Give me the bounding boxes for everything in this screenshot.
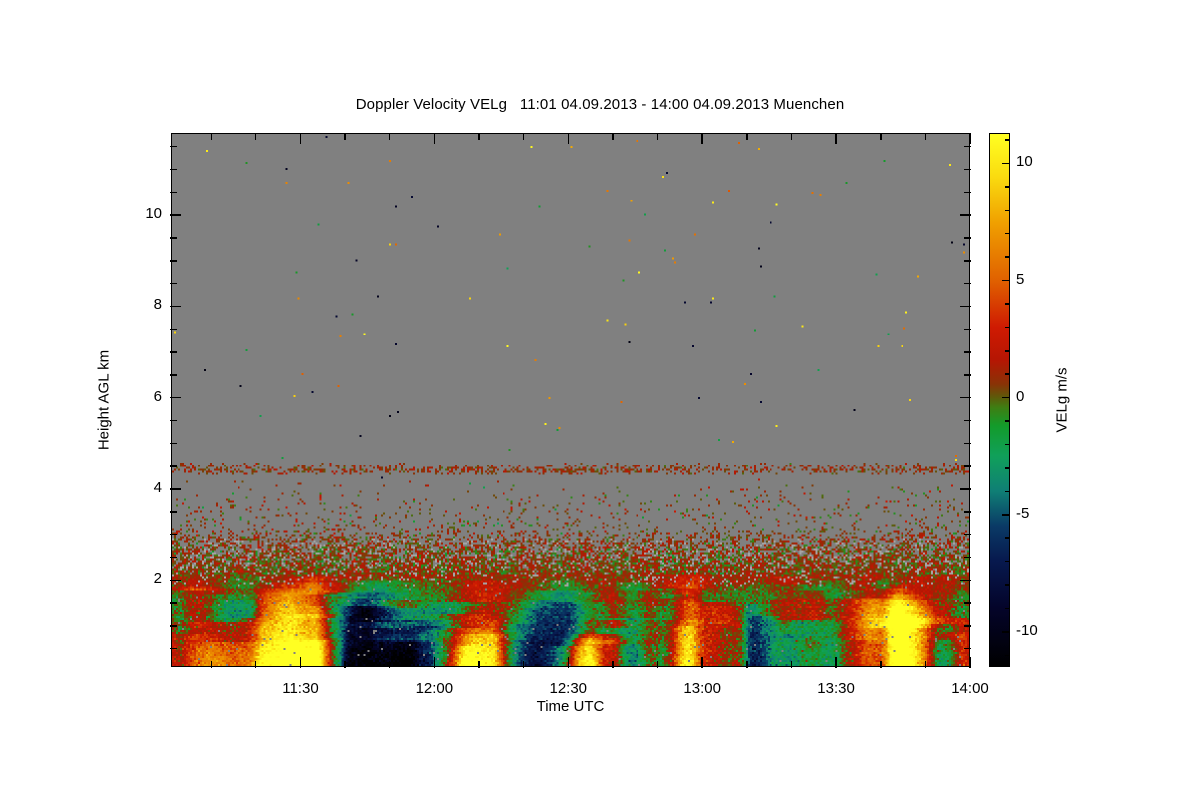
y-tick-label: 2 xyxy=(153,570,162,588)
x-axis-title: Time UTC xyxy=(536,698,605,715)
colorbar-tick-label: -5 xyxy=(1016,504,1030,522)
doppler-velocity-heatmap xyxy=(172,134,969,666)
colorbar-title: VELg m/s xyxy=(1053,367,1071,433)
y-tick-label: 10 xyxy=(145,205,162,223)
y-tick-label: 4 xyxy=(153,479,162,496)
y-tick-label: 6 xyxy=(153,387,162,405)
x-tick-label: 13:00 xyxy=(683,680,721,697)
colorbar-gradient xyxy=(990,134,1009,666)
x-tick-label: 12:30 xyxy=(549,680,588,697)
page-title: Doppler Velocity VELg 11:01 04.09.2013 -… xyxy=(355,96,845,113)
colorbar-tick-label: 0 xyxy=(1016,387,1025,405)
x-tick-label: 12:00 xyxy=(415,680,454,697)
colorbar-tick-label: 5 xyxy=(1016,270,1025,288)
colorbar-tick-label: 10 xyxy=(1016,153,1033,171)
colorbar-tick-label: -10 xyxy=(1016,621,1038,639)
plot-area[interactable] xyxy=(171,133,970,667)
x-tick-label: 13:30 xyxy=(817,680,855,697)
x-tick-label: 14:00 xyxy=(951,680,989,697)
y-axis-title: Height AGL km xyxy=(95,349,113,451)
colorbar[interactable] xyxy=(989,133,1010,667)
y-tick-label: 8 xyxy=(153,296,162,314)
x-tick-label: 11:30 xyxy=(282,680,319,697)
